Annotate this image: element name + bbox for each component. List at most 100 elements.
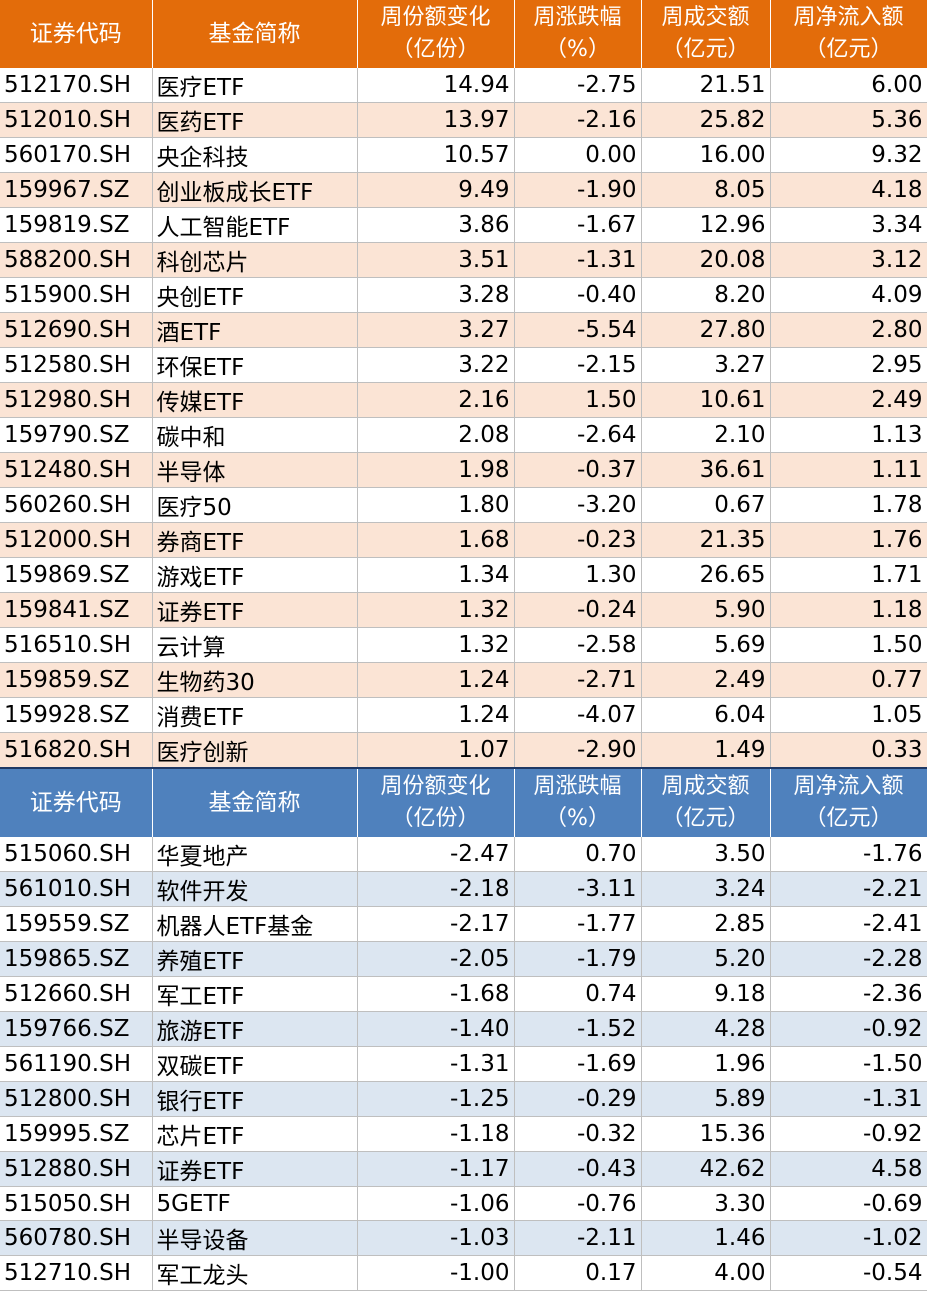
cell-name: 软件开发 — [152, 871, 358, 907]
cell-net-inflow: 2.95 — [770, 347, 927, 383]
table-row: 159766.SZ 旅游ETF -1.40 -1.52 4.28 -0.92 — [0, 1011, 927, 1047]
cell-code: 159559.SZ — [0, 906, 153, 942]
cell-net-inflow: 4.58 — [770, 1151, 927, 1187]
cell-net-inflow: -1.50 — [770, 1046, 927, 1082]
table-row: 512660.SH 军工ETF -1.68 0.74 9.18 -2.36 — [0, 976, 927, 1012]
cell-name: 军工龙头 — [152, 1255, 358, 1291]
cell-turnover: 25.82 — [641, 102, 771, 138]
cell-code: 512980.SH — [0, 382, 153, 418]
cell-turnover: 3.27 — [641, 347, 771, 383]
cell-share-change: -1.25 — [357, 1081, 515, 1117]
cell-share-change: 2.08 — [357, 417, 515, 453]
cell-code: 515900.SH — [0, 277, 153, 313]
cell-code: 512660.SH — [0, 976, 153, 1012]
cell-code: 560780.SH — [0, 1220, 153, 1256]
cell-price-change: 0.74 — [514, 976, 642, 1012]
cell-name: 央企科技 — [152, 137, 358, 173]
cell-net-inflow: -1.31 — [770, 1081, 927, 1117]
cell-share-change: 3.28 — [357, 277, 515, 313]
cell-name: 证券ETF — [152, 1151, 358, 1187]
table-row: 561010.SH 软件开发 -2.18 -3.11 3.24 -2.21 — [0, 871, 927, 907]
cell-name: 生物药30 — [152, 662, 358, 698]
cell-turnover: 2.10 — [641, 417, 771, 453]
table-row: 560780.SH 半导设备 -1.03 -2.11 1.46 -1.02 — [0, 1220, 927, 1256]
cell-turnover: 9.18 — [641, 976, 771, 1012]
cell-net-inflow: -2.41 — [770, 906, 927, 942]
table-row: 515050.SH 5GETF -1.06 -0.76 3.30 -0.69 — [0, 1186, 927, 1221]
table-row: 512800.SH 银行ETF -1.25 -0.29 5.89 -1.31 — [0, 1081, 927, 1117]
cell-share-change: 14.94 — [357, 68, 515, 103]
cell-price-change: -2.90 — [514, 732, 642, 769]
cell-turnover: 1.96 — [641, 1046, 771, 1082]
cell-name: 证券ETF — [152, 592, 358, 628]
header-price-change: 周涨跌幅 （%） — [514, 767, 642, 837]
cell-net-inflow: 1.71 — [770, 557, 927, 593]
cell-turnover: 21.35 — [641, 522, 771, 558]
cell-price-change: 0.70 — [514, 837, 642, 872]
cell-price-change: -0.23 — [514, 522, 642, 558]
cell-price-change: -1.52 — [514, 1011, 642, 1047]
cell-net-inflow: -2.21 — [770, 871, 927, 907]
cell-net-inflow: 0.33 — [770, 732, 927, 769]
cell-turnover: 26.65 — [641, 557, 771, 593]
header-code: 证券代码 — [0, 0, 153, 68]
cell-turnover: 12.96 — [641, 207, 771, 243]
header-net-inflow: 周净流入额 （亿元） — [770, 0, 927, 68]
cell-share-change: 1.80 — [357, 487, 515, 523]
outflow-table-body: 515060.SH 华夏地产 -2.47 0.70 3.50 -1.76 561010.SH… — [0, 837, 927, 1291]
cell-net-inflow: 3.34 — [770, 207, 927, 243]
cell-net-inflow: -1.76 — [770, 837, 927, 872]
table-row: 560170.SH 央企科技 10.57 0.00 16.00 9.32 — [0, 137, 927, 173]
inflow-table-body: 512170.SH 医疗ETF 14.94 -2.75 21.51 6.00 512010.… — [0, 68, 927, 769]
table-row: 560260.SH 医疗50 1.80 -3.20 0.67 1.78 — [0, 487, 927, 523]
cell-share-change: 1.68 — [357, 522, 515, 558]
cell-price-change: -1.69 — [514, 1046, 642, 1082]
cell-net-inflow: 1.18 — [770, 592, 927, 628]
table-row: 512000.SH 券商ETF 1.68 -0.23 21.35 1.76 — [0, 522, 927, 558]
cell-turnover: 10.61 — [641, 382, 771, 418]
cell-code: 159841.SZ — [0, 592, 153, 628]
cell-code: 512000.SH — [0, 522, 153, 558]
cell-share-change: 13.97 — [357, 102, 515, 138]
cell-code: 159869.SZ — [0, 557, 153, 593]
cell-code: 159819.SZ — [0, 207, 153, 243]
table-row: 512980.SH 传媒ETF 2.16 1.50 10.61 2.49 — [0, 382, 927, 418]
cell-share-change: 10.57 — [357, 137, 515, 173]
cell-net-inflow: -2.28 — [770, 941, 927, 977]
cell-name: 创业板成长ETF — [152, 172, 358, 208]
cell-name: 医疗ETF — [152, 68, 358, 103]
cell-name: 消费ETF — [152, 697, 358, 733]
cell-price-change: -1.31 — [514, 242, 642, 278]
cell-net-inflow: 4.09 — [770, 277, 927, 313]
cell-turnover: 6.04 — [641, 697, 771, 733]
table-row: 512690.SH 酒ETF 3.27 -5.54 27.80 2.80 — [0, 312, 927, 348]
cell-name: 半导体 — [152, 452, 358, 488]
cell-code: 516510.SH — [0, 627, 153, 663]
cell-price-change: -0.43 — [514, 1151, 642, 1187]
cell-net-inflow: 1.05 — [770, 697, 927, 733]
cell-price-change: -4.07 — [514, 697, 642, 733]
cell-name: 银行ETF — [152, 1081, 358, 1117]
cell-turnover: 15.36 — [641, 1116, 771, 1152]
cell-net-inflow: -0.69 — [770, 1186, 927, 1221]
table-row: 515060.SH 华夏地产 -2.47 0.70 3.50 -1.76 — [0, 837, 927, 872]
cell-net-inflow: 2.80 — [770, 312, 927, 348]
cell-share-change: 3.27 — [357, 312, 515, 348]
cell-price-change: -2.75 — [514, 68, 642, 103]
cell-code: 159859.SZ — [0, 662, 153, 698]
cell-code: 512710.SH — [0, 1255, 153, 1291]
cell-net-inflow: 1.78 — [770, 487, 927, 523]
cell-share-change: -1.68 — [357, 976, 515, 1012]
cell-price-change: -2.11 — [514, 1220, 642, 1256]
cell-price-change: -0.76 — [514, 1186, 642, 1221]
cell-name: 5GETF — [152, 1186, 358, 1221]
cell-turnover: 4.28 — [641, 1011, 771, 1047]
cell-net-inflow: -1.02 — [770, 1220, 927, 1256]
cell-share-change: 1.24 — [357, 662, 515, 698]
cell-net-inflow: 2.49 — [770, 382, 927, 418]
cell-turnover: 1.46 — [641, 1220, 771, 1256]
table-row: 159928.SZ 消费ETF 1.24 -4.07 6.04 1.05 — [0, 697, 927, 733]
cell-name: 医药ETF — [152, 102, 358, 138]
table-row: 512710.SH 军工龙头 -1.00 0.17 4.00 -0.54 — [0, 1255, 927, 1291]
